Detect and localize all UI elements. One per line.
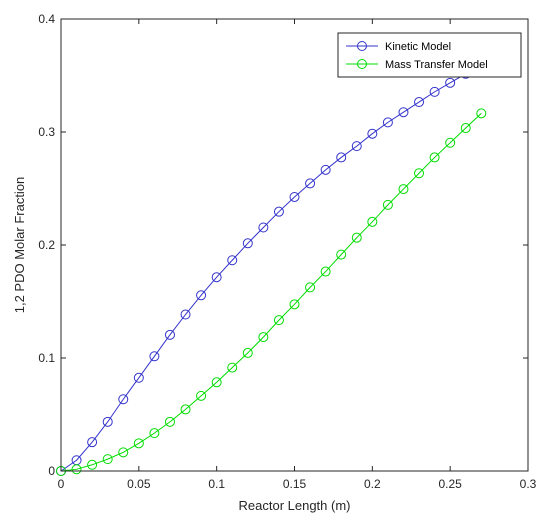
data-point (118, 447, 129, 458)
data-point (227, 255, 238, 266)
data-point (336, 152, 347, 163)
y-tick-label: 0.3 (38, 125, 55, 139)
x-tick-label: 0.1 (208, 477, 225, 491)
data-point (258, 332, 269, 343)
data-point (351, 232, 362, 243)
legend-marker-mass-transfer (357, 59, 367, 69)
data-point (164, 416, 175, 427)
data-point (445, 77, 456, 88)
data-point (102, 416, 113, 427)
data-point (398, 107, 409, 118)
data-point (445, 137, 456, 148)
x-tick-label: 0.25 (438, 477, 462, 491)
data-point (289, 191, 300, 202)
data-point (242, 238, 253, 249)
y-tick-label: 0 (48, 464, 55, 478)
data-point (336, 249, 347, 260)
series-line (60, 112, 482, 472)
data-point (414, 97, 425, 108)
data-point (196, 390, 207, 401)
data-point (180, 309, 191, 320)
x-tick-label: 0.15 (283, 477, 307, 491)
data-point (382, 117, 393, 128)
x-tick-label: 0.2 (364, 477, 381, 491)
data-point (320, 266, 331, 277)
legend-box (337, 32, 522, 78)
data-point (351, 141, 362, 152)
data-point (227, 362, 238, 373)
data-point (87, 437, 98, 448)
data-point (414, 168, 425, 179)
ticks-layer: 0 0.05 0.1 0.15 0.2 0.25 0.3 0 0.1 0.2 0.3 0.4 (38, 12, 536, 491)
x-tick-label: 0 (58, 477, 65, 491)
data-point (118, 394, 129, 405)
data-point (133, 372, 144, 383)
data-point (164, 329, 175, 340)
data-point (242, 347, 253, 358)
y-axis-label: 1,2 PDO Molar Fraction (12, 177, 27, 314)
data-point (367, 128, 378, 139)
y-tick-label: 0.4 (38, 12, 55, 26)
y-tick-label: 0.1 (38, 351, 55, 365)
data-point (102, 454, 113, 465)
data-point (180, 404, 191, 415)
data-point (382, 199, 393, 210)
data-point (367, 216, 378, 227)
data-point (320, 164, 331, 175)
data-point (211, 272, 222, 283)
data-point (273, 315, 284, 326)
data-point (273, 206, 284, 217)
data-point (196, 290, 207, 301)
x-tick-label: 0.05 (127, 477, 151, 491)
data-point (71, 464, 82, 475)
x-axis-label: Reactor Length (m) (239, 498, 351, 513)
data-point (133, 438, 144, 449)
data-point (476, 108, 487, 119)
y-tick-label: 0.2 (38, 238, 55, 252)
data-point (398, 184, 409, 195)
data-point (258, 222, 269, 233)
data-point (211, 377, 222, 388)
data-point (305, 282, 316, 293)
data-point (460, 123, 471, 134)
series-line (60, 65, 482, 472)
data-point (289, 299, 300, 310)
legend: Kinetic Model Mass Transfer Model (337, 32, 522, 78)
data-point (149, 428, 160, 439)
data-point (305, 178, 316, 189)
data-point (429, 152, 440, 163)
data-point (149, 351, 160, 362)
series-mass-transfer-model (56, 108, 487, 476)
legend-label-kinetic: Kinetic Model (385, 41, 451, 53)
legend-marker-kinetic (357, 41, 367, 51)
x-tick-label: 0.3 (520, 477, 537, 491)
legend-label-mass-transfer: Mass Transfer Model (385, 59, 488, 71)
data-point (429, 86, 440, 97)
data-point (87, 459, 98, 470)
